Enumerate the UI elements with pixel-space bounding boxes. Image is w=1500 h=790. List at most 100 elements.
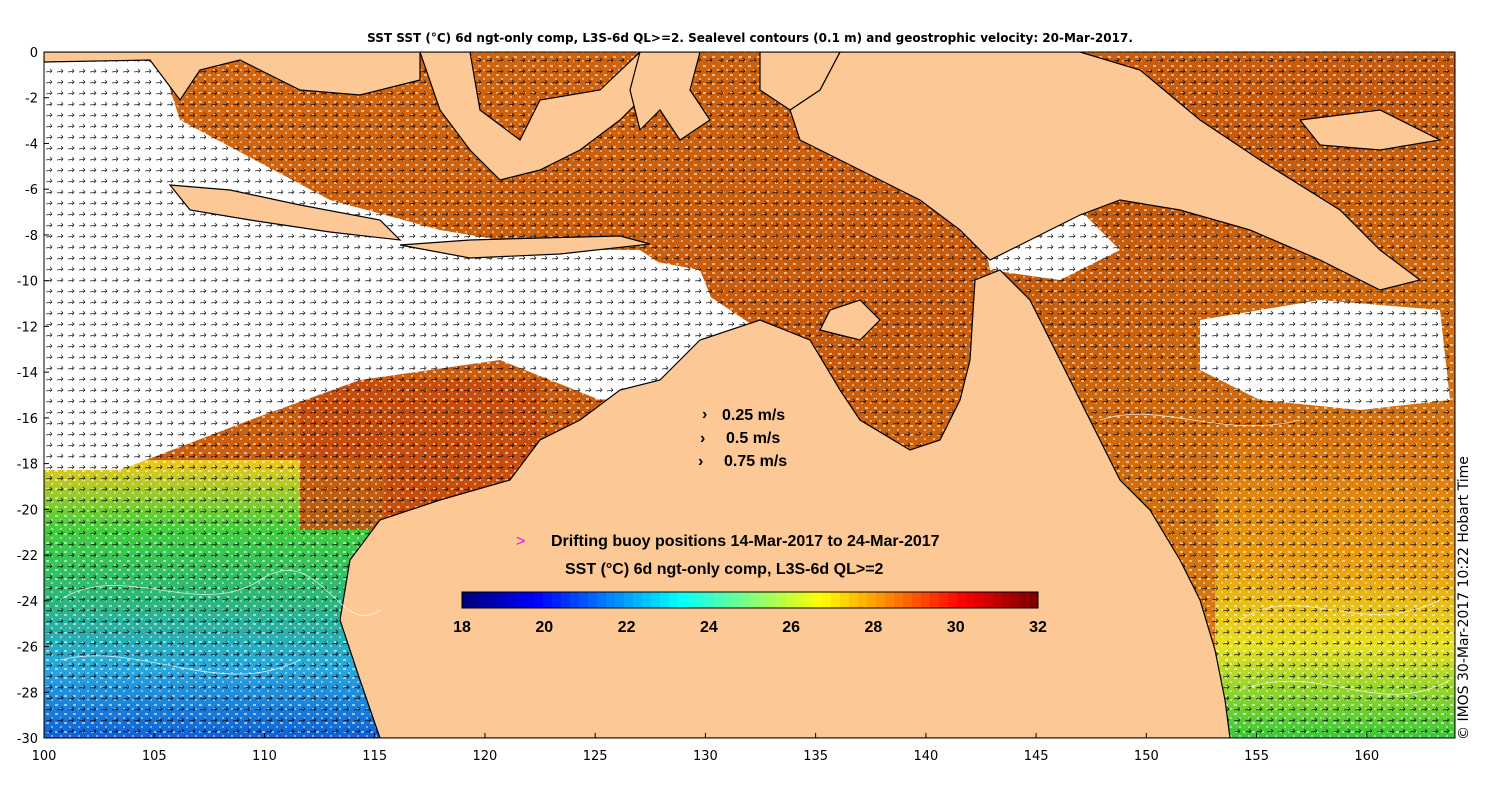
y-tick-label: -4	[25, 137, 38, 152]
colorbar-cell	[606, 592, 616, 608]
colorbar-cell	[813, 592, 823, 608]
colorbar-cell	[732, 592, 742, 608]
colorbar-cell	[777, 592, 787, 608]
y-tick-label: -8	[25, 229, 38, 244]
land-birds-head	[759, 52, 841, 111]
colorbar-cell	[588, 592, 598, 608]
y-tick-label: -16	[17, 412, 38, 427]
plot-frame	[43, 51, 1456, 739]
colorbar-cell	[597, 592, 607, 608]
y-tick-label: -20	[17, 503, 38, 518]
map-title: SST SST (°C) 6d ngt-only comp, L3S-6d QL…	[367, 31, 1133, 45]
x-tick-label: 120	[473, 749, 498, 764]
x-tick-label: 155	[1244, 749, 1269, 764]
y-tick-label: -10	[17, 275, 38, 290]
colorbar-cell	[921, 592, 931, 608]
land-masses	[44, 52, 1442, 738]
y-tick-label: -2	[25, 92, 38, 107]
colorbar-cell	[822, 592, 832, 608]
colorbar-cell	[993, 592, 1003, 608]
velocity-legend-arrow-2: ›	[700, 430, 706, 447]
velocity-legend-1: 0.25 m/s	[722, 407, 786, 424]
colorbar-frame	[461, 591, 1039, 609]
colorbar-cell	[840, 592, 850, 608]
colorbar-cell	[930, 592, 940, 608]
colorbar-cell	[660, 592, 670, 608]
x-axis: 100 105 110 115 120 125 130 135 140 145 150 155 160	[32, 733, 1379, 764]
y-tick-label: -22	[17, 549, 38, 564]
colorbar-cell	[633, 592, 643, 608]
colorbar-cell	[543, 592, 553, 608]
velocity-legend-arrow-3: ›	[698, 453, 704, 470]
land-sulawesi	[629, 52, 711, 141]
colorbar-cell	[678, 592, 688, 608]
velocity-legend-arrow-1: ›	[702, 406, 708, 423]
colorbar-tick-label: 24	[699, 619, 718, 636]
land-arnhem	[819, 299, 881, 341]
colorbar-cell	[615, 592, 625, 608]
colorbar-cell	[759, 592, 769, 608]
colorbar-tick-label: 32	[1029, 619, 1047, 636]
colorbar-cell	[525, 592, 535, 608]
y-tick-label: -6	[25, 183, 38, 198]
x-tick-label: 110	[252, 749, 277, 764]
colorbar-cell	[489, 592, 499, 608]
colorbar-cell	[570, 592, 580, 608]
colorbar-tick-label: 28	[864, 619, 883, 636]
colorbar-cell	[876, 592, 886, 608]
colorbar	[461, 591, 1039, 609]
land-new-britain	[1298, 109, 1442, 151]
colorbar-cell	[894, 592, 904, 608]
colorbar-cell	[867, 592, 877, 608]
x-tick-label: 105	[142, 749, 167, 764]
colorbar-cell	[471, 592, 481, 608]
colorbar-cell	[669, 592, 679, 608]
y-tick-label: -30	[17, 732, 38, 747]
colorbar-cell	[579, 592, 589, 608]
colorbar-cell	[480, 592, 490, 608]
y-tick-label: -24	[17, 595, 38, 610]
colorbar-tick-label: 30	[946, 619, 965, 636]
buoy-legend-text: Drifting buoy positions 14-Mar-2017 to 2…	[551, 533, 940, 550]
colorbar-cell	[498, 592, 508, 608]
x-tick-label: 130	[693, 749, 718, 764]
colorbar-cell	[795, 592, 805, 608]
colorbar-cell	[912, 592, 922, 608]
colorbar-cell	[804, 592, 814, 608]
y-tick-label: 0	[30, 46, 38, 61]
colorbar-cell	[624, 592, 634, 608]
colorbar-cell	[723, 592, 733, 608]
x-tick-label: 135	[803, 749, 828, 764]
colorbar-cell	[939, 592, 949, 608]
colorbar-cell	[750, 592, 760, 608]
colorbar-cell	[984, 592, 994, 608]
colorbar-cell	[1002, 592, 1012, 608]
colorbar-cell	[849, 592, 859, 608]
colorbar-cell	[696, 592, 706, 608]
colorbar-cell	[516, 592, 526, 608]
y-tick-label: -26	[17, 641, 38, 656]
y-tick-label: -18	[17, 458, 38, 473]
y-tick-label: -28	[17, 686, 38, 701]
colorbar-cell	[507, 592, 517, 608]
land-sunda	[399, 235, 651, 259]
y-axis: 0 -2 -4 -6 -8 -10 -12 -14 -16 -18 -20 -22 -24 -26 -28 -…	[17, 46, 49, 747]
colorbar-tick-label: 26	[782, 619, 801, 636]
colorbar-cell	[705, 592, 715, 608]
colorbar-cell	[534, 592, 544, 608]
colorbar-cell	[1029, 592, 1039, 608]
land-new-guinea	[789, 52, 1422, 291]
map-plot	[44, 52, 1455, 738]
x-tick-label: 115	[362, 749, 387, 764]
colorbar-cell	[948, 592, 958, 608]
x-tick-label: 140	[913, 749, 938, 764]
y-tick-label: -12	[17, 320, 38, 335]
colorbar-cell	[462, 592, 472, 608]
velocity-legend-2: 0.5 m/s	[726, 430, 781, 447]
land-australia	[339, 269, 1231, 738]
colorbar-cell	[642, 592, 652, 608]
colorbar-cell	[687, 592, 697, 608]
colorbar-cell	[714, 592, 724, 608]
colorbar-cell	[1011, 592, 1021, 608]
